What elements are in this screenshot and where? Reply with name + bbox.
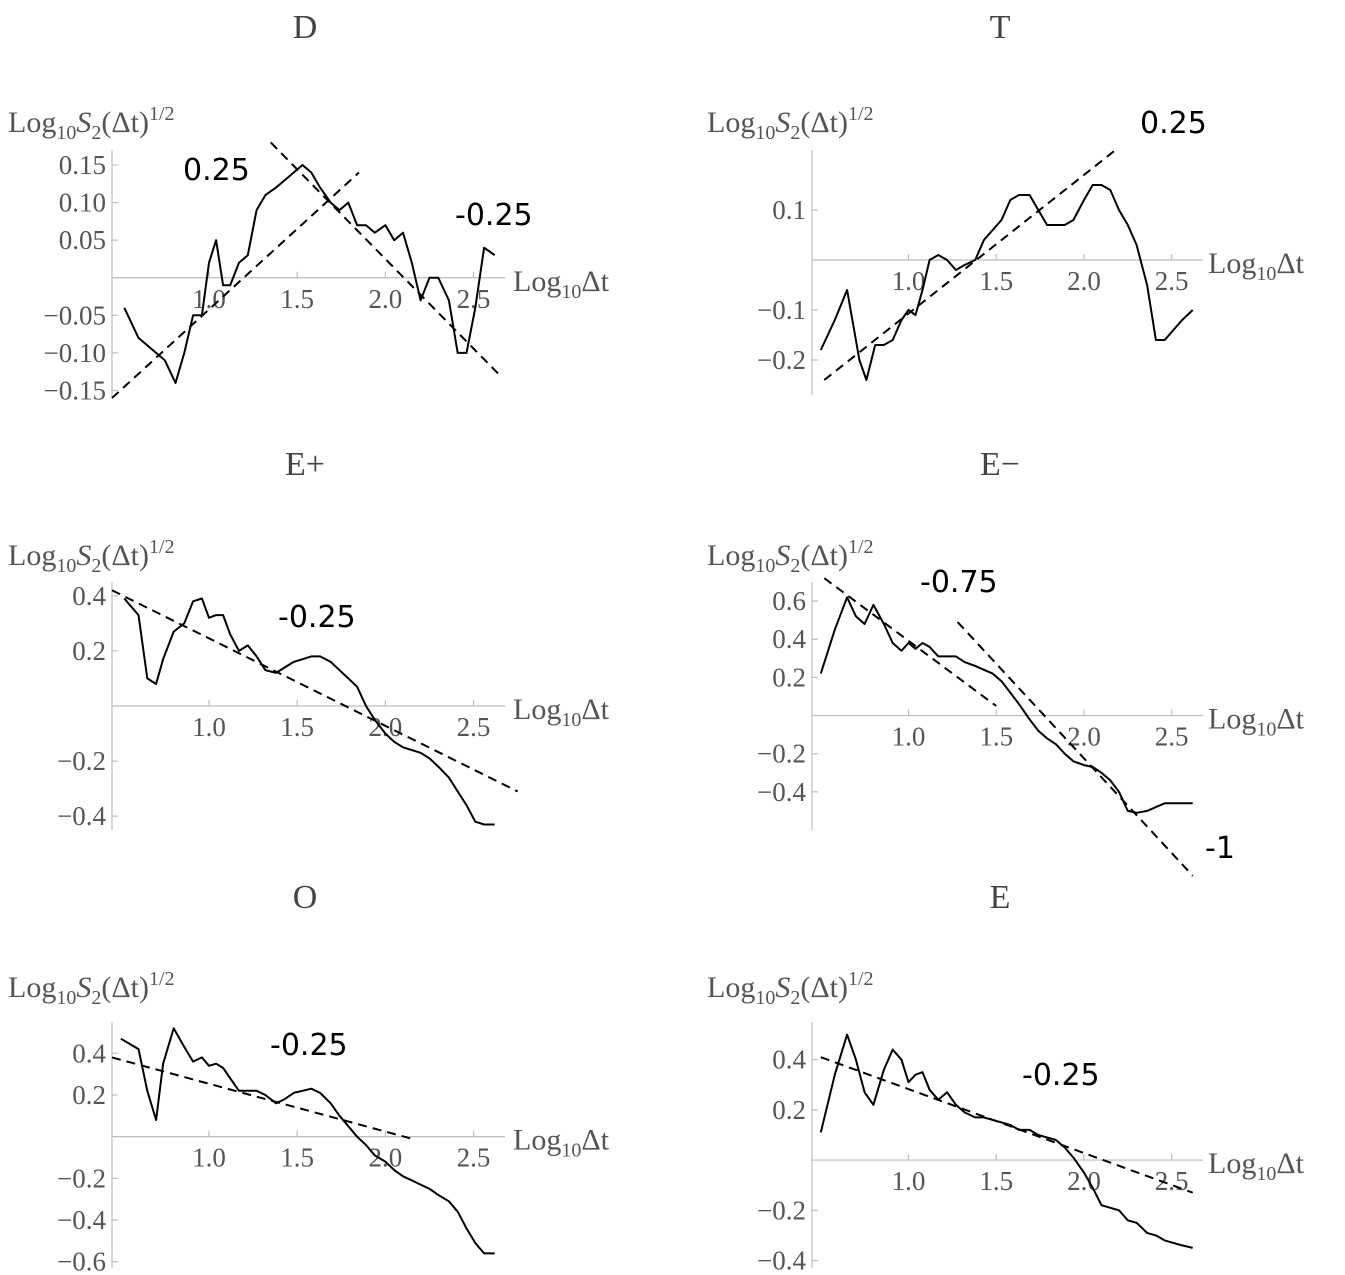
- x-tick-label: 2.0: [368, 284, 402, 314]
- slope-label: -0.25: [1022, 1058, 1100, 1093]
- fit-line: [111, 1056, 413, 1140]
- y-tick-label: 0.4: [772, 1045, 806, 1075]
- panel-title: D: [293, 9, 318, 46]
- y-tick-label: 0.05: [59, 225, 106, 255]
- y-tick-label: −0.15: [44, 375, 106, 405]
- y-axis-label: Log10S2(Δt)1/2: [707, 968, 874, 1009]
- x-axis-label: Log10Δt: [1208, 247, 1305, 285]
- x-tick-label: 1.5: [280, 712, 314, 742]
- slope-label: -0.25: [455, 198, 533, 233]
- y-tick-label: 0.2: [72, 636, 106, 666]
- x-tick-label: 2.5: [457, 284, 491, 314]
- panel-title: E−: [980, 446, 1020, 483]
- y-axis-label: Log10S2(Δt)1/2: [707, 103, 874, 144]
- y-tick-label: 0.10: [59, 188, 106, 218]
- panel-title: T: [990, 9, 1011, 46]
- x-axis-label: Log10Δt: [513, 265, 610, 303]
- fit-line: [823, 149, 1117, 381]
- y-tick-label: −0.4: [757, 1245, 806, 1275]
- y-tick-label: 0.6: [772, 586, 806, 616]
- x-tick-label: 1.5: [280, 1143, 314, 1173]
- x-axis-label: Log10Δt: [513, 693, 610, 731]
- y-tick-label: 0.2: [772, 1095, 806, 1125]
- slope-label: -0.25: [278, 600, 356, 635]
- slope-label: -0.25: [270, 1028, 348, 1063]
- data-series-line: [120, 1027, 495, 1255]
- y-tick-label: −0.6: [57, 1247, 106, 1275]
- x-tick-label: 1.5: [979, 1166, 1013, 1196]
- fit-line: [270, 141, 501, 377]
- panel-1: D Log10S2(Δt)1/2 Log10Δt 1.0 1.5 2.0 2.5 −0.15 −…: [8, 9, 610, 405]
- fit-line: [823, 577, 997, 707]
- x-tick-label: 2.0: [1067, 266, 1101, 296]
- fit-line: [956, 621, 1194, 877]
- y-tick-label: −0.2: [57, 1163, 106, 1193]
- x-axis-label: Log10Δt: [1208, 703, 1305, 741]
- x-tick-label: 2.5: [457, 712, 491, 742]
- slope-label: -1: [1205, 831, 1235, 866]
- y-tick-label: −0.4: [57, 801, 106, 831]
- y-tick-label: −0.4: [57, 1205, 106, 1235]
- data-series-line: [123, 164, 496, 384]
- data-series-line: [123, 597, 495, 826]
- y-tick-label: 0.15: [59, 150, 106, 180]
- slope-label: 0.25: [183, 153, 250, 188]
- y-tick-label: 0.4: [772, 624, 806, 654]
- x-axis-label: Log10Δt: [1208, 1147, 1305, 1185]
- y-tick-label: −0.4: [757, 777, 806, 807]
- x-tick-label: 2.0: [1067, 1166, 1101, 1196]
- slope-label: -0.75: [920, 565, 998, 600]
- y-tick-label: 0.4: [72, 1038, 106, 1068]
- x-tick-label: 1.5: [979, 722, 1013, 752]
- panel-title: E: [990, 879, 1011, 916]
- x-tick-label: 2.5: [1155, 722, 1189, 752]
- data-series-line: [819, 1033, 1193, 1249]
- x-tick-label: 2.0: [368, 1143, 402, 1173]
- x-tick-label: 1.0: [192, 1143, 226, 1173]
- panel-5: O Log10S2(Δt)1/2 Log10Δt 1.0 1.5 2.0 2.5 −0.6 −0…: [8, 879, 610, 1275]
- fit-line: [111, 589, 519, 793]
- panel-title: E+: [285, 446, 325, 483]
- y-tick-label: 0.1: [772, 195, 806, 225]
- x-tick-label: 1.0: [192, 712, 226, 742]
- y-tick-label: −0.2: [57, 746, 106, 776]
- x-tick-label: 1.0: [892, 266, 926, 296]
- x-tick-label: 1.5: [280, 284, 314, 314]
- fit-line: [111, 171, 360, 399]
- y-tick-label: −0.05: [44, 300, 106, 330]
- y-tick-label: −0.10: [44, 338, 106, 368]
- data-series-line: [819, 184, 1194, 381]
- x-tick-label: 1.5: [979, 266, 1013, 296]
- x-tick-label: 1.0: [892, 722, 926, 752]
- y-tick-label: 0.2: [72, 1080, 106, 1110]
- y-axis-label: Log10S2(Δt)1/2: [8, 968, 175, 1009]
- panel-2: T Log10S2(Δt)1/2 Log10Δt 1.0 1.5 2.0 2.5 −0.2 −0…: [707, 9, 1305, 395]
- y-tick-label: −0.2: [757, 739, 806, 769]
- y-axis-label: Log10S2(Δt)1/2: [8, 103, 175, 144]
- y-axis-label: Log10S2(Δt)1/2: [8, 536, 175, 577]
- y-tick-label: −0.1: [757, 295, 806, 325]
- y-tick-label: −0.2: [757, 1195, 806, 1225]
- y-tick-label: 0.2: [772, 662, 806, 692]
- y-tick-label: −0.2: [757, 345, 806, 375]
- x-tick-label: 2.5: [457, 1143, 491, 1173]
- x-tick-label: 1.0: [892, 1166, 926, 1196]
- panel-title: O: [293, 879, 318, 916]
- x-tick-label: 1.0: [192, 284, 226, 314]
- data-series-line: [819, 596, 1193, 814]
- y-axis-label: Log10S2(Δt)1/2: [707, 536, 874, 577]
- fit-line: [820, 1056, 1194, 1194]
- x-tick-label: 2.5: [1155, 266, 1189, 296]
- y-tick-label: 0.4: [72, 581, 106, 611]
- x-axis-label: Log10Δt: [513, 1124, 610, 1162]
- slope-label: 0.25: [1140, 106, 1207, 141]
